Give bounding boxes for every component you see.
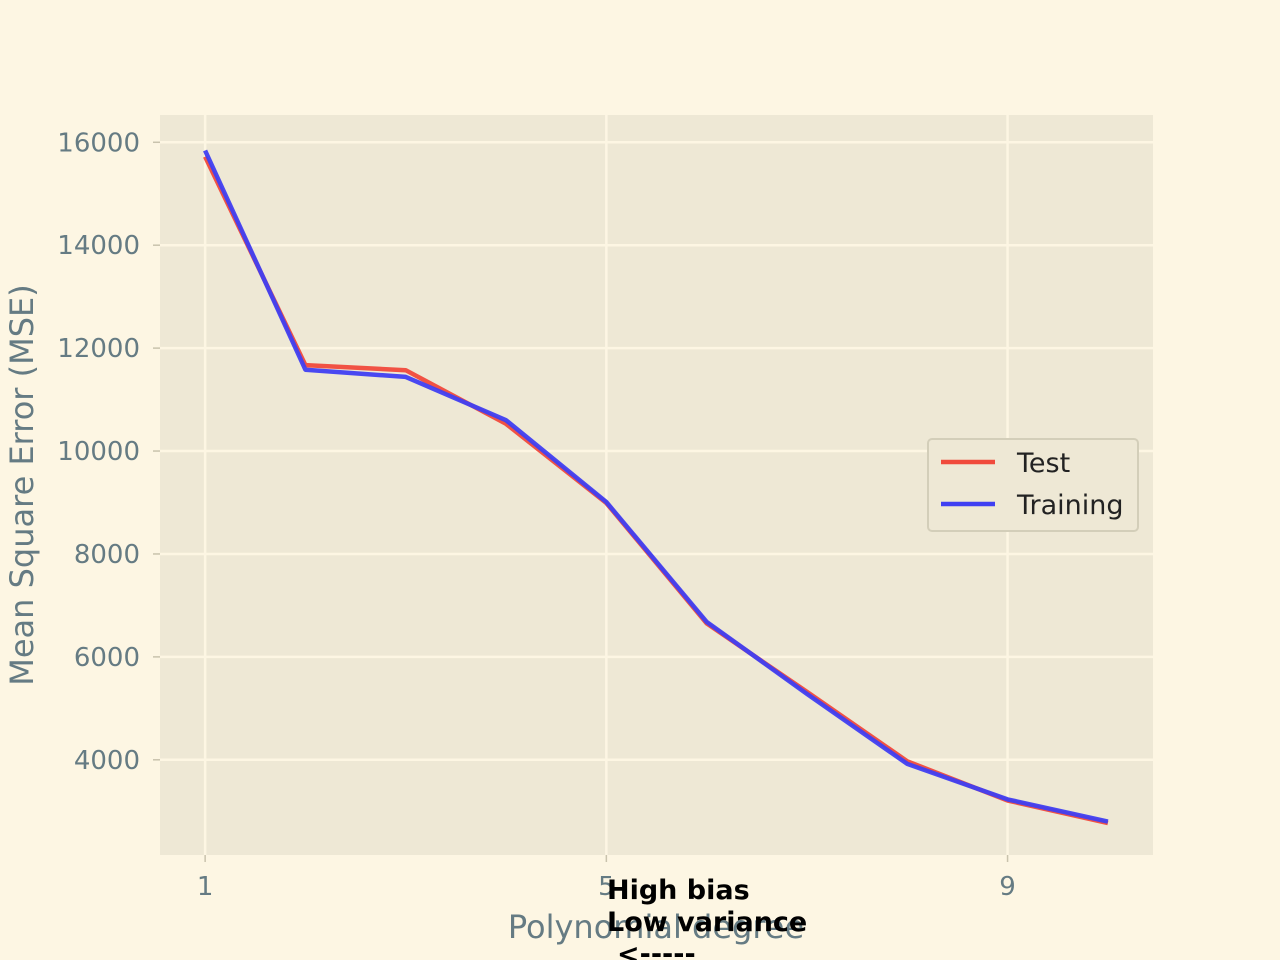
x-tick-label: 1 <box>197 872 214 902</box>
series-lines <box>203 149 1109 826</box>
y-tick-label: 6000 <box>74 643 140 673</box>
tick-labels: 1 5 9 4000 6000 8000 10000 12000 14000 16000 <box>57 128 1016 902</box>
legend-label-training: Training <box>1016 490 1124 521</box>
grid <box>153 115 1153 862</box>
y-tick-label: 4000 <box>74 746 140 776</box>
x-axis-label: Polynomial degree <box>508 908 804 946</box>
y-tick-label: 10000 <box>57 437 140 467</box>
y-axis-label: Mean Square Error (MSE) <box>3 284 41 685</box>
x-tick-label: 9 <box>999 872 1016 902</box>
legend-label-test: Test <box>1016 448 1070 479</box>
y-tick-label: 8000 <box>74 540 140 570</box>
y-tick-label: 12000 <box>57 334 140 364</box>
legend: Test Training <box>927 438 1139 532</box>
annotation-line-2: Low variance <box>607 907 807 938</box>
series-line-training <box>203 149 1109 824</box>
annotation-line-1: High bias <box>607 875 750 906</box>
y-tick-label: 14000 <box>57 231 140 261</box>
annotation-line-3: <----- <box>617 939 696 960</box>
x-tick-label: 5 <box>598 872 615 902</box>
annotation: High bias Low variance <----- <box>607 875 807 960</box>
y-tick-label: 16000 <box>57 128 140 158</box>
